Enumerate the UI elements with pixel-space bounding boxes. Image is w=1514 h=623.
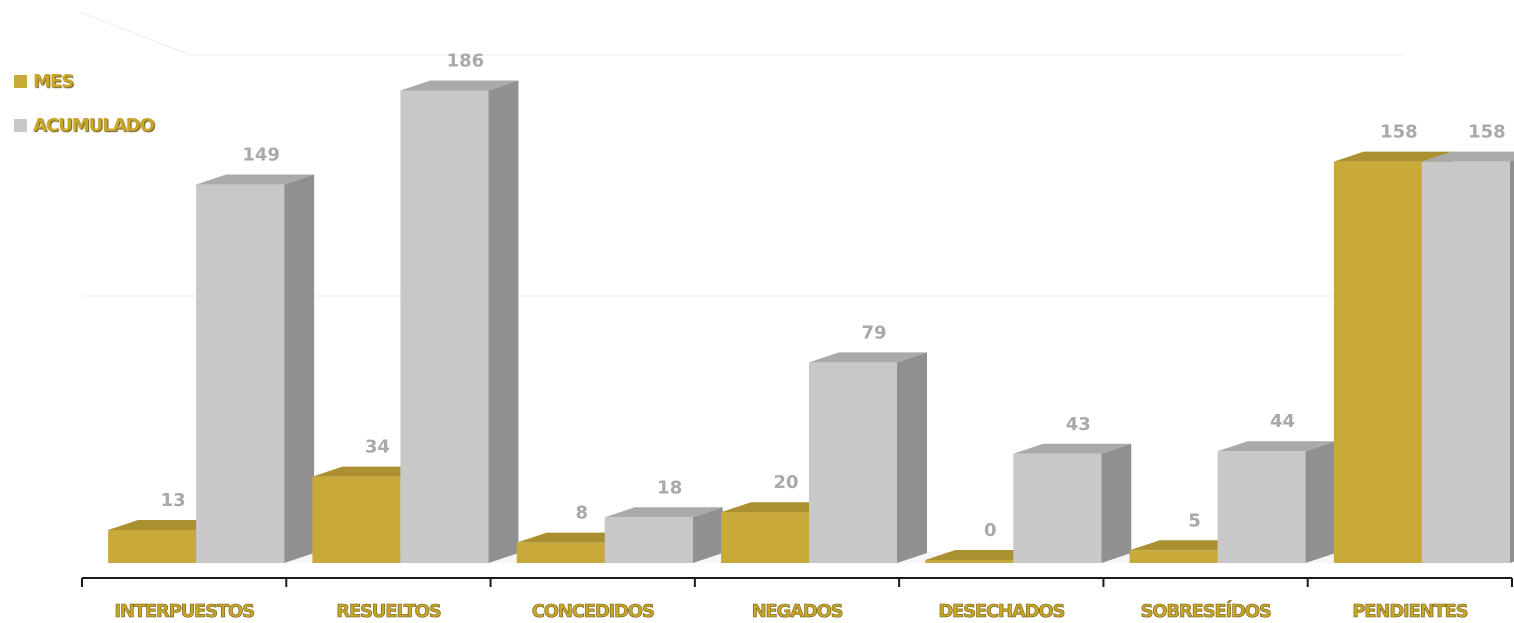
bar-top-acumulado-pendientes — [1421, 151, 1514, 162]
bar-side-acumulado-interpuestos — [284, 174, 315, 564]
bars — [108, 80, 1514, 564]
legend-item-mes: MES — [14, 70, 154, 92]
bar-side-acumulado-negados — [897, 352, 927, 563]
x-tick-label-concedidos: CONCEDIDOS — [532, 601, 654, 622]
x-tick-label-desechados: DESECHADOS — [938, 601, 1064, 622]
bar-mes-interpuestos — [108, 529, 197, 563]
value-label-mes-negados: 20 — [773, 472, 798, 493]
value-label-acumulado-concedidos: 18 — [657, 477, 682, 498]
x-tick-label-negados: NEGADOS — [752, 601, 843, 622]
value-label-acumulado-sobreseidos: 44 — [1270, 411, 1295, 432]
bar-top-acumulado-desechados — [1013, 443, 1132, 454]
bar-acumulado-concedidos — [604, 517, 693, 563]
value-labels: 13 149 34 186 8 18 20 79 0 43 5 44 158 158 — [161, 51, 1506, 541]
bar-acumulado-desechados — [1013, 453, 1102, 563]
x-tick-label-pendientes: PENDIENTES — [1352, 601, 1467, 622]
value-label-acumulado-pendientes: 158 — [1468, 122, 1506, 143]
legend-item-acumulado: ACUMULADO — [14, 114, 155, 136]
bar-side-acumulado-concedidos — [692, 507, 723, 563]
legend-label-acumulado: ACUMULADO — [33, 114, 155, 136]
bar-acumulado-pendientes — [1421, 161, 1510, 563]
bar-mes-desechados — [925, 560, 1014, 563]
bar-mes-concedidos — [516, 542, 605, 563]
x-tick-label-resueltos: RESUELTOS — [336, 601, 441, 622]
bar-top-acumulado-concedidos — [604, 507, 723, 518]
value-label-acumulado-desechados: 43 — [1066, 414, 1091, 435]
bar-side-acumulado-desechados — [1101, 443, 1132, 563]
x-tick-label-sobreseidos: SOBRESEÍDOS — [1141, 600, 1271, 622]
bar-top-acumulado-interpuestos — [196, 174, 315, 185]
bar-mes-pendientes — [1333, 161, 1422, 563]
bar-mes-resueltos — [312, 476, 401, 563]
legend-label-mes: MES — [33, 70, 74, 92]
legend-swatch-mes — [14, 74, 27, 88]
legend-swatch-acumulado — [14, 118, 27, 132]
value-label-acumulado-interpuestos: 149 — [242, 145, 280, 166]
gridline — [79, 11, 191, 56]
bar-acumulado-interpuestos — [196, 184, 285, 564]
value-label-acumulado-resueltos: 186 — [447, 51, 485, 72]
bar-top-acumulado-sobreseidos — [1217, 441, 1336, 452]
value-label-mes-desechados: 0 — [984, 520, 997, 541]
x-axis: INTERPUESTOS RESUELTOS CONCEDIDOS NEGADOS DE… — [81, 577, 1513, 622]
bar-top-acumulado-resueltos — [400, 80, 519, 91]
value-label-mes-pendientes: 158 — [1380, 122, 1418, 143]
bar-mes-sobreseidos — [1129, 550, 1218, 563]
bar-top-acumulado-negados — [809, 352, 927, 363]
value-label-mes-interpuestos: 13 — [161, 490, 186, 511]
bar-top-mes-pendientes — [1333, 151, 1452, 162]
bar-acumulado-negados — [809, 362, 897, 563]
bar-mes-negados — [721, 512, 809, 563]
value-label-mes-resueltos: 34 — [365, 437, 390, 458]
bar-side-acumulado-sobreseidos — [1305, 441, 1336, 563]
value-label-acumulado-negados: 79 — [861, 322, 886, 343]
bar-acumulado-resueltos — [400, 90, 489, 563]
x-tick-label-interpuestos: INTERPUESTOS — [114, 601, 254, 622]
legend: MES ACUMULADO — [14, 70, 155, 158]
bar-acumulado-sobreseidos — [1217, 451, 1306, 563]
value-label-mes-sobreseidos: 5 — [1188, 510, 1201, 531]
bar-side-acumulado-resueltos — [488, 80, 519, 563]
value-label-mes-concedidos: 8 — [575, 503, 588, 524]
bar-side-acumulado-pendientes — [1509, 160, 1514, 563]
